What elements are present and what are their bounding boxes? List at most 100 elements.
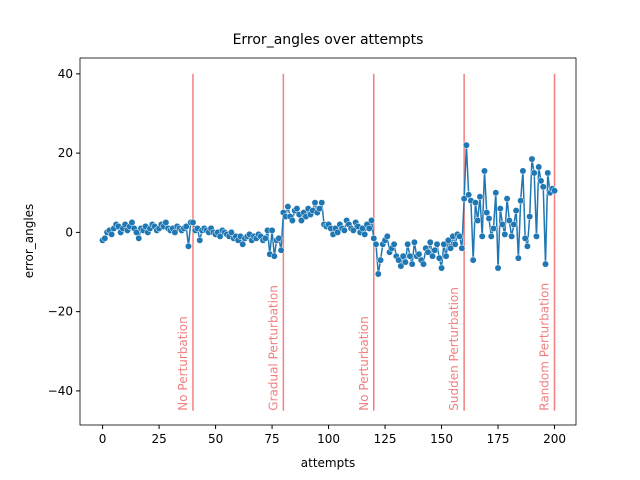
data-point [535, 163, 543, 171]
data-point [460, 195, 468, 203]
data-point [415, 250, 423, 258]
data-point [530, 169, 538, 177]
data-point [318, 199, 326, 207]
data-point [374, 270, 382, 278]
y-tick-label: 20 [58, 146, 73, 160]
data-point [133, 228, 140, 236]
data-point [496, 205, 504, 213]
data-point [433, 240, 441, 248]
x-axis-label: attempts [301, 456, 355, 470]
data-point [438, 264, 445, 272]
data-point [458, 244, 466, 252]
perturbation-label: No Perturbation [176, 316, 190, 410]
data-point [288, 217, 296, 224]
data-point [503, 195, 511, 203]
data-point [108, 230, 116, 238]
y-tick-label: 40 [58, 67, 73, 81]
y-tick-label: −40 [48, 384, 73, 398]
data-point [483, 209, 491, 217]
data-point [128, 219, 136, 226]
data-point [442, 252, 450, 260]
data-point [512, 207, 520, 215]
data-point [349, 226, 357, 234]
data-point [216, 232, 224, 240]
data-point [277, 246, 285, 254]
data-point [408, 260, 416, 268]
data-point [517, 197, 525, 205]
data-point [429, 252, 436, 260]
data-point [465, 191, 473, 199]
data-point [334, 228, 342, 236]
data-point [431, 246, 439, 254]
data-point [101, 234, 109, 242]
data-point [359, 224, 366, 232]
data-point [494, 264, 502, 272]
x-tick-label: 150 [430, 432, 453, 446]
data-point [490, 224, 497, 232]
x-tick-label: 25 [151, 432, 166, 446]
data-point [370, 234, 378, 242]
data-point [487, 232, 495, 240]
y-tick-label: 0 [65, 225, 73, 239]
data-point [171, 228, 179, 236]
data-point [505, 217, 513, 224]
data-point [395, 256, 403, 264]
data-point [451, 240, 459, 248]
data-point [162, 219, 170, 226]
data-point [476, 193, 484, 201]
perturbation-label: Random Perturbation [538, 283, 552, 411]
data-point [478, 232, 486, 240]
data-point [469, 256, 477, 264]
perturbation-label: No Perturbation [357, 316, 371, 410]
data-point [365, 224, 373, 232]
data-point [462, 141, 470, 149]
data-point [542, 260, 549, 268]
data-point [444, 236, 452, 244]
x-tick-label: 100 [317, 432, 340, 446]
x-tick-label: 75 [264, 432, 279, 446]
data-point [397, 262, 405, 270]
x-tick-label: 125 [374, 432, 397, 446]
data-point [499, 221, 507, 228]
data-point [426, 238, 434, 246]
data-point [316, 205, 323, 213]
data-point [189, 219, 197, 226]
perturbation-label: Gradual Perturbation [266, 285, 280, 411]
chart-title: Error_angles over attempts [233, 32, 424, 48]
x-tick-label: 0 [99, 432, 107, 446]
data-point [424, 248, 432, 256]
data-point [501, 230, 509, 238]
data-point [311, 199, 319, 207]
data-point [275, 234, 283, 242]
data-point [383, 232, 391, 240]
data-point [261, 234, 269, 242]
data-point [135, 234, 143, 242]
data-point [519, 167, 527, 175]
data-point [420, 260, 427, 268]
data-point [390, 240, 398, 248]
y-tick-label: −20 [48, 305, 73, 319]
data-point [239, 240, 247, 248]
data-point [492, 189, 500, 197]
data-point [523, 242, 531, 250]
data-point [508, 232, 516, 240]
data-point [182, 222, 190, 230]
data-point [293, 205, 301, 213]
data-point [410, 238, 418, 246]
data-point [521, 234, 529, 242]
data-point [227, 228, 235, 236]
y-axis-label: error_angles [22, 204, 36, 279]
data-point [526, 213, 534, 220]
data-point [447, 244, 455, 252]
data-point [268, 226, 276, 234]
data-point [435, 254, 443, 262]
data-point [399, 252, 407, 260]
data-point [368, 217, 375, 224]
data-point [340, 226, 348, 234]
data-point [544, 169, 552, 177]
data-point [539, 183, 547, 191]
perturbation-label: Sudden Perturbation [447, 287, 461, 411]
data-point [551, 187, 558, 195]
